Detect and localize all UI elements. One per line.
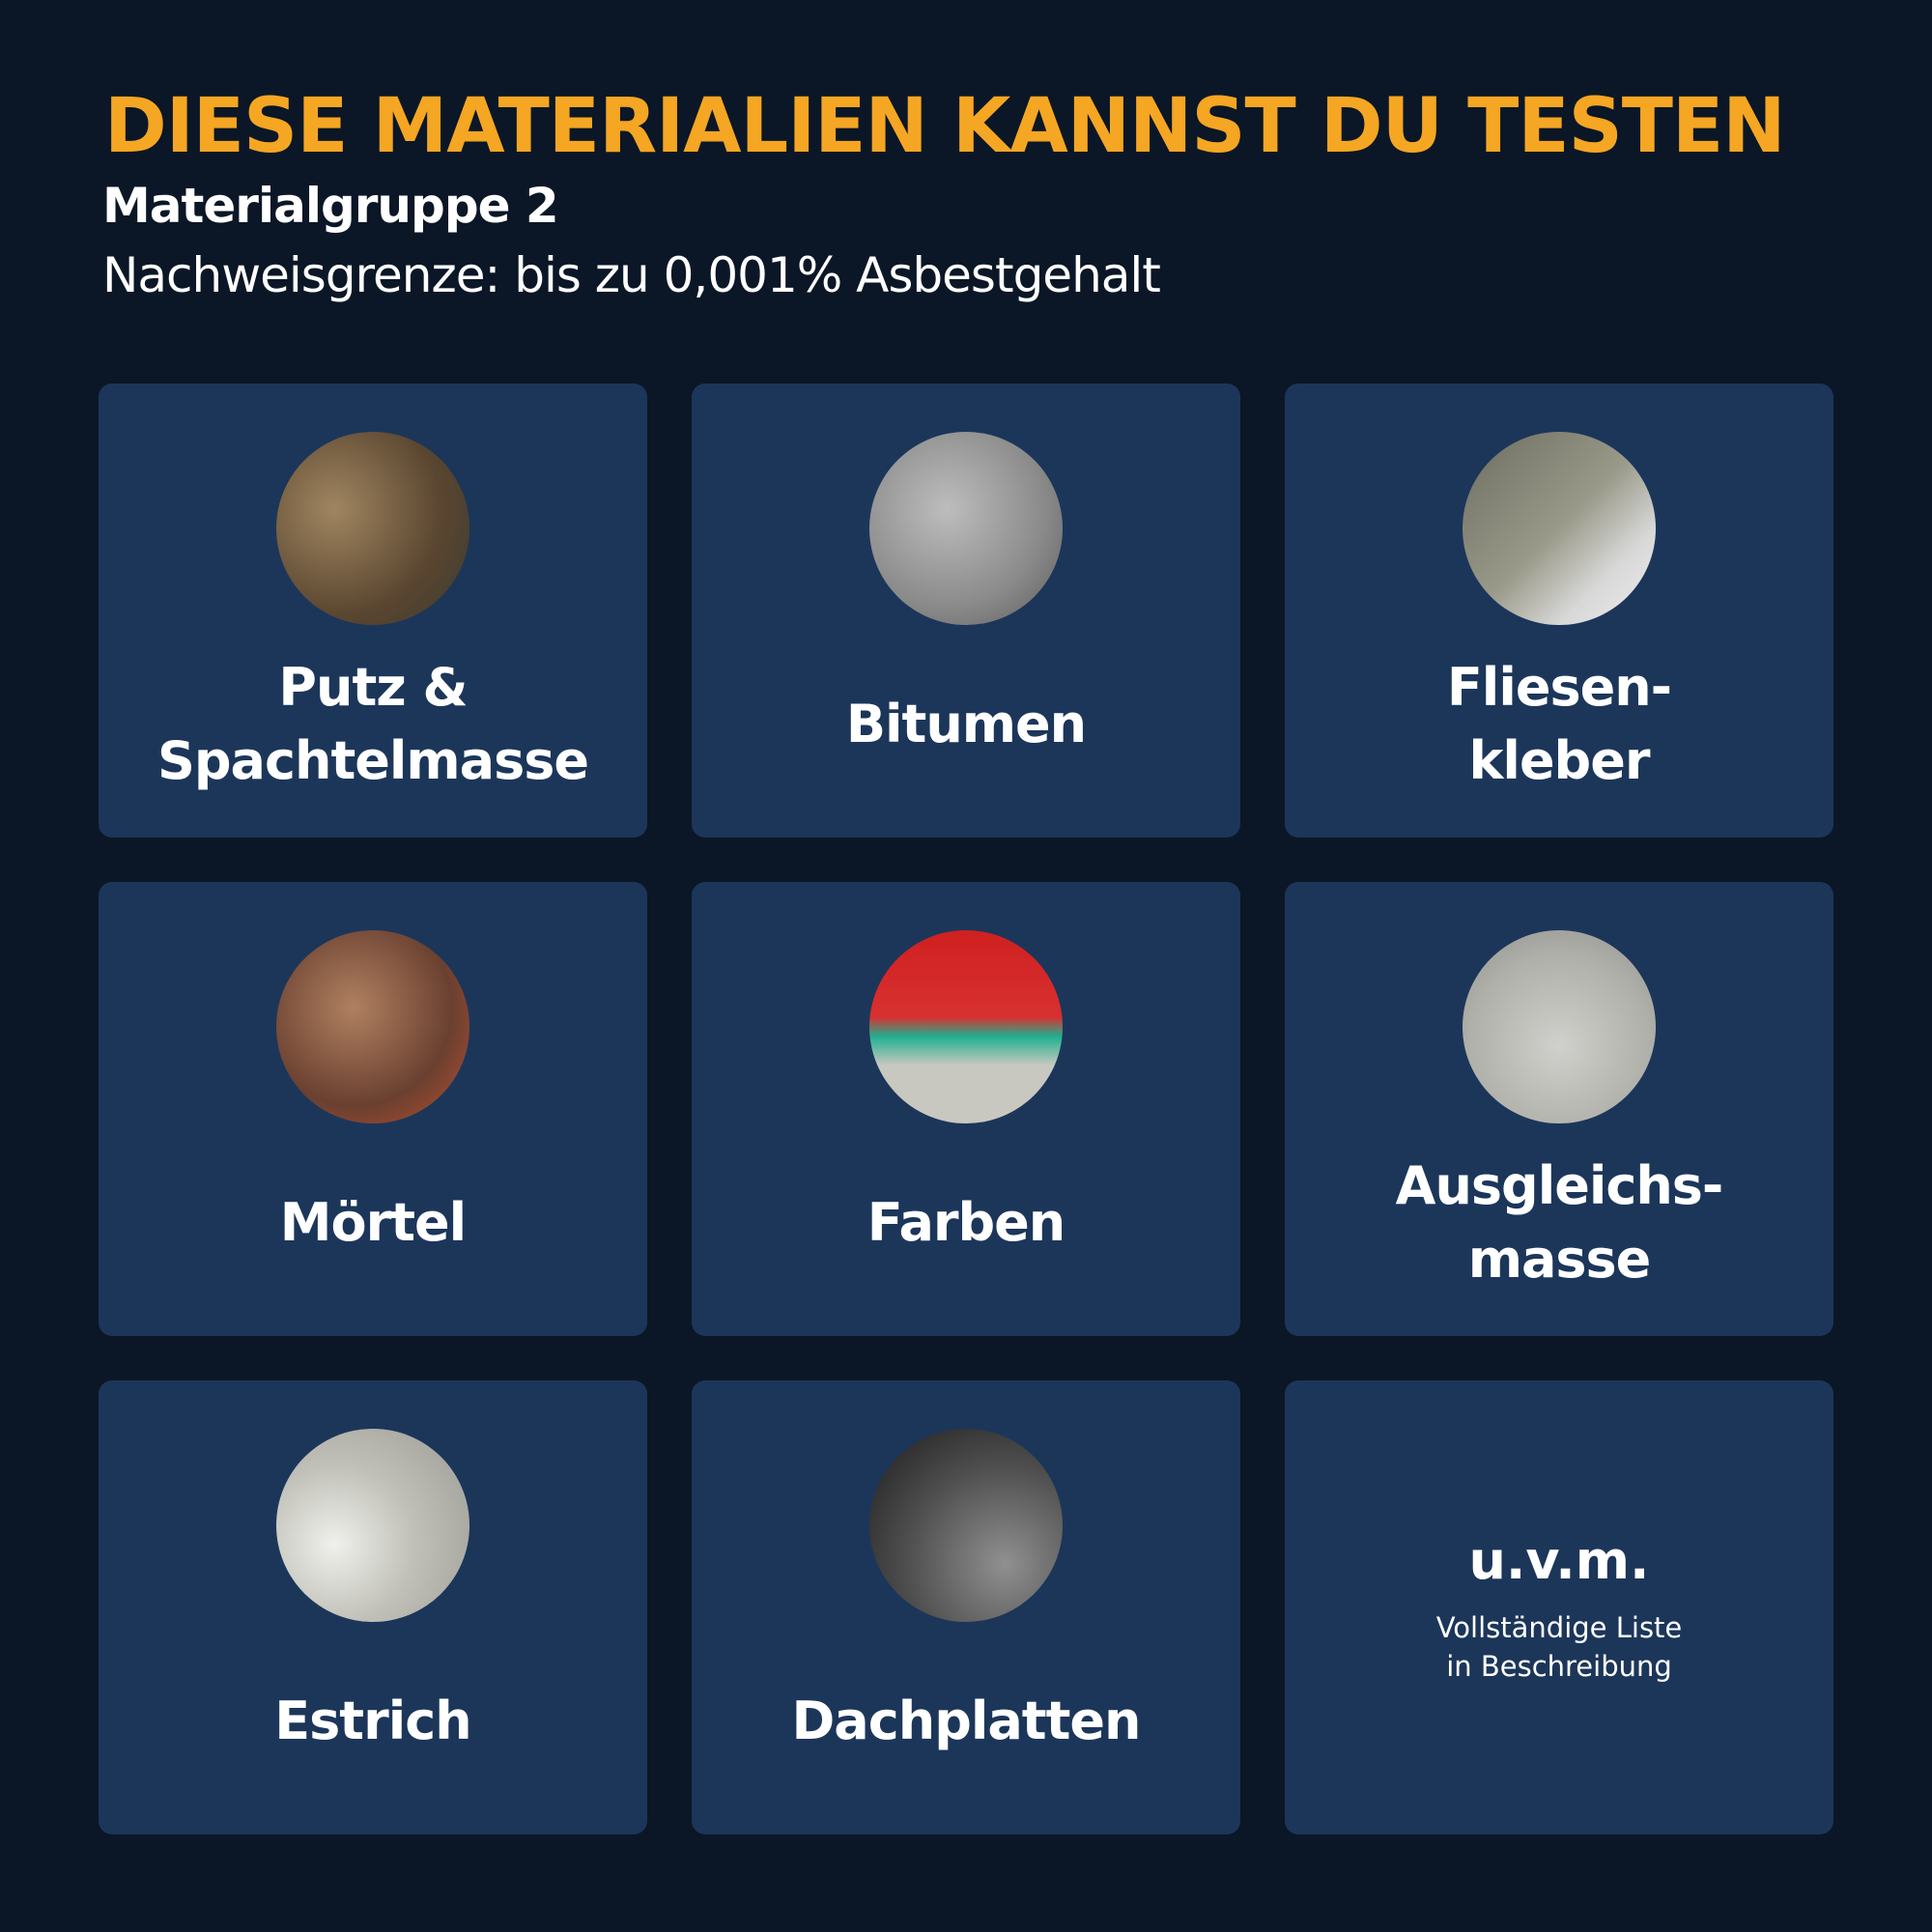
material-card: Bitumen bbox=[692, 384, 1240, 838]
more-title: u.v.m. bbox=[1468, 1529, 1650, 1591]
material-label: Fliesen- kleber bbox=[1446, 657, 1672, 791]
material-card: Farben bbox=[692, 882, 1240, 1336]
plaster-trowel-photo bbox=[276, 432, 469, 625]
material-card: Mörtel bbox=[99, 882, 647, 1336]
detection-limit: Nachweisgrenze: bis zu 0,001% Asbestgeha… bbox=[102, 247, 1161, 303]
material-label: Ausgleichs- masse bbox=[1395, 1155, 1724, 1290]
material-label: Putz & Spachtelmasse bbox=[157, 657, 589, 791]
bitumen-texture-photo bbox=[869, 432, 1063, 625]
material-card: Fliesen- kleber bbox=[1285, 384, 1833, 838]
page-title: DIESE MATERIALIEN KANNST DU TESTEN bbox=[104, 83, 1786, 170]
more-card: u.v.m. Vollständige Liste in Beschreibung bbox=[1285, 1380, 1833, 1834]
material-card: Ausgleichs- masse bbox=[1285, 882, 1833, 1336]
material-card: Putz & Spachtelmasse bbox=[99, 384, 647, 838]
roof-tile-photo bbox=[869, 1429, 1063, 1622]
material-label: Bitumen bbox=[845, 694, 1087, 754]
mortar-trowel-photo bbox=[276, 930, 469, 1123]
more-note: Vollständige Liste in Beschreibung bbox=[1435, 1610, 1683, 1683]
paint-peeling-photo bbox=[869, 930, 1063, 1123]
screed-texture-photo bbox=[276, 1429, 469, 1622]
tile-adhesive-photo bbox=[1463, 432, 1656, 625]
material-card: Dachplatten bbox=[692, 1380, 1240, 1834]
material-label: Dachplatten bbox=[791, 1690, 1141, 1751]
material-label: Estrich bbox=[274, 1690, 471, 1751]
material-label: Mörtel bbox=[279, 1192, 467, 1253]
material-label: Farben bbox=[867, 1192, 1066, 1253]
material-card: Estrich bbox=[99, 1380, 647, 1834]
material-group: Materialgruppe 2 bbox=[102, 178, 559, 234]
leveling-roller-photo bbox=[1463, 930, 1656, 1123]
